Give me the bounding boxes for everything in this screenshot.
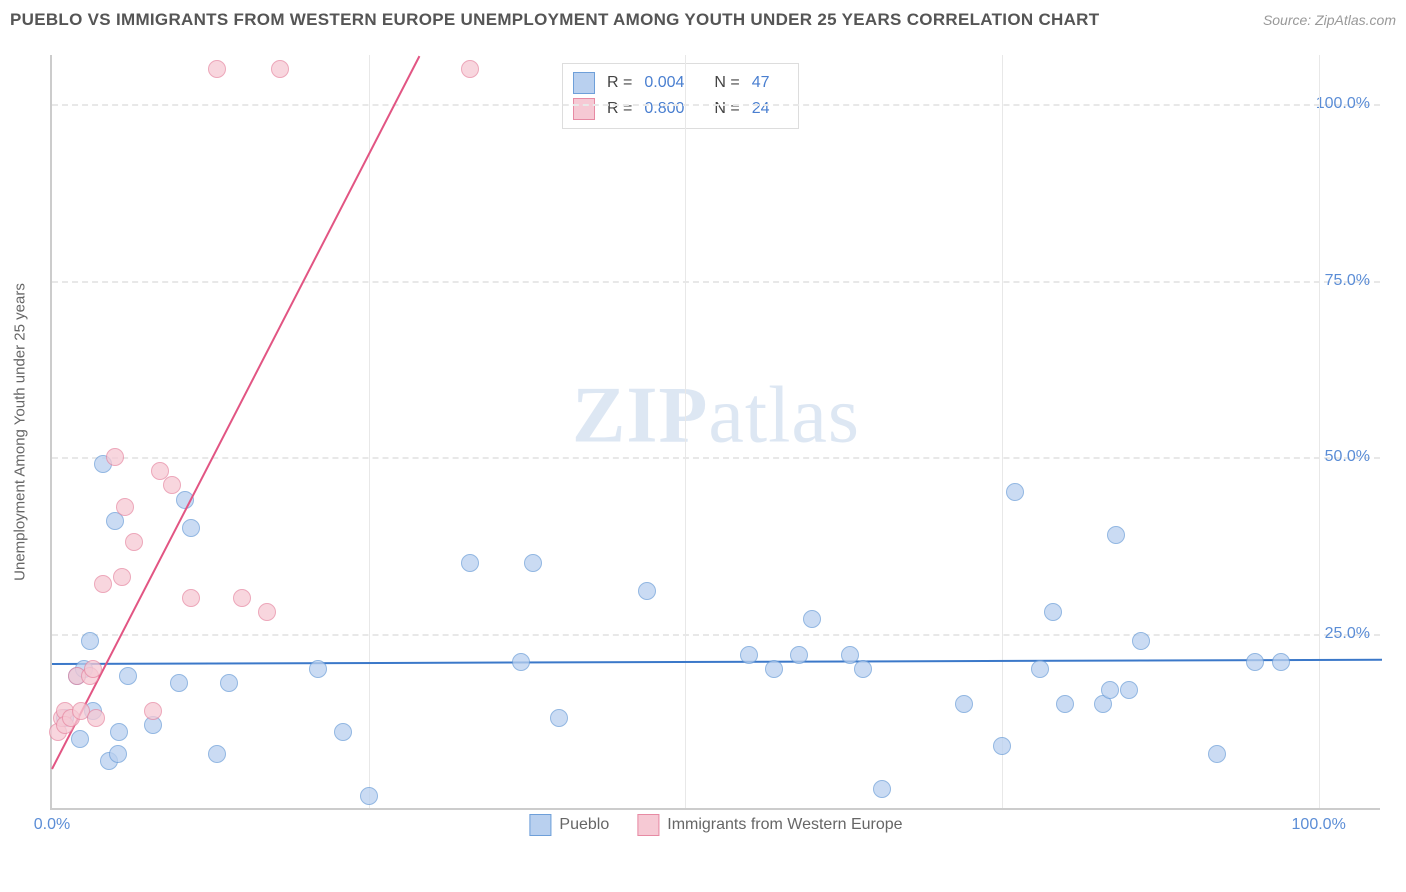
legend-stat-row-immigrants: R =0.800N =24 (573, 96, 788, 122)
y-tick-label: 50.0% (1325, 448, 1370, 466)
data-point-pueblo (1056, 695, 1074, 713)
data-point-pueblo (873, 780, 891, 798)
data-point-pueblo (1044, 603, 1062, 621)
data-point-pueblo (790, 646, 808, 664)
y-tick-label: 25.0% (1325, 625, 1370, 643)
data-point-immigrants (182, 589, 200, 607)
data-point-pueblo (309, 660, 327, 678)
data-point-pueblo (1246, 653, 1264, 671)
legend-label: Immigrants from Western Europe (667, 816, 902, 834)
data-point-immigrants (271, 60, 289, 78)
data-point-immigrants (116, 498, 134, 516)
data-point-pueblo (740, 646, 758, 664)
legend-item-pueblo: Pueblo (529, 814, 609, 836)
data-point-pueblo (71, 730, 89, 748)
x-tick-label: 0.0% (34, 816, 70, 834)
y-axis-label: Unemployment Among Youth under 25 years (12, 283, 29, 581)
data-point-immigrants (461, 60, 479, 78)
chart-title: PUEBLO VS IMMIGRANTS FROM WESTERN EUROPE… (10, 10, 1099, 30)
data-point-pueblo (1132, 632, 1150, 650)
data-point-pueblo (1101, 681, 1119, 699)
gridline-vertical (685, 55, 686, 808)
data-point-pueblo (803, 610, 821, 628)
chart-header: PUEBLO VS IMMIGRANTS FROM WESTERN EUROPE… (0, 0, 1406, 30)
data-point-pueblo (638, 582, 656, 600)
correlation-legend: R =0.004N =47R =0.800N =24 (562, 63, 799, 129)
data-point-immigrants (87, 709, 105, 727)
data-point-pueblo (955, 695, 973, 713)
data-point-pueblo (81, 632, 99, 650)
trend-line-pueblo (52, 659, 1382, 665)
series-legend: Pueblo Immigrants from Western Europe (529, 814, 902, 836)
data-point-pueblo (524, 554, 542, 572)
legend-swatch-icon (529, 814, 551, 836)
gridline-vertical (1319, 55, 1320, 808)
data-point-immigrants (144, 702, 162, 720)
data-point-immigrants (233, 589, 251, 607)
data-point-immigrants (84, 660, 102, 678)
legend-label: Pueblo (559, 816, 609, 834)
data-point-pueblo (182, 519, 200, 537)
data-point-immigrants (125, 533, 143, 551)
gridline-vertical (369, 55, 370, 808)
data-point-pueblo (550, 709, 568, 727)
legend-swatch-icon (573, 72, 595, 94)
data-point-pueblo (170, 674, 188, 692)
data-point-immigrants (208, 60, 226, 78)
data-point-pueblo (512, 653, 530, 671)
y-tick-label: 100.0% (1316, 95, 1370, 113)
data-point-pueblo (208, 745, 226, 763)
data-point-immigrants (258, 603, 276, 621)
legend-swatch-icon (573, 98, 595, 120)
data-point-pueblo (334, 723, 352, 741)
data-point-immigrants (94, 575, 112, 593)
scatter-chart: Unemployment Among Youth under 25 years … (50, 55, 1380, 810)
data-point-pueblo (1208, 745, 1226, 763)
data-point-pueblo (1272, 653, 1290, 671)
legend-stat-row-pueblo: R =0.004N =47 (573, 70, 788, 96)
data-point-immigrants (106, 448, 124, 466)
watermark: ZIPatlas (572, 371, 860, 462)
data-point-pueblo (220, 674, 238, 692)
data-point-pueblo (1107, 526, 1125, 544)
gridline-horizontal (52, 457, 1380, 459)
data-point-pueblo (765, 660, 783, 678)
data-point-pueblo (1031, 660, 1049, 678)
data-point-pueblo (1006, 483, 1024, 501)
data-point-immigrants (113, 568, 131, 586)
chart-source: Source: ZipAtlas.com (1263, 12, 1396, 28)
gridline-vertical (1002, 55, 1003, 808)
gridline-horizontal (52, 634, 1380, 636)
data-point-pueblo (993, 737, 1011, 755)
data-point-pueblo (360, 787, 378, 805)
data-point-pueblo (461, 554, 479, 572)
data-point-pueblo (109, 745, 127, 763)
data-point-pueblo (110, 723, 128, 741)
y-tick-label: 75.0% (1325, 272, 1370, 290)
gridline-horizontal (52, 104, 1380, 106)
legend-swatch-icon (637, 814, 659, 836)
data-point-immigrants (163, 476, 181, 494)
data-point-pueblo (1120, 681, 1138, 699)
gridline-horizontal (52, 281, 1380, 283)
legend-item-immigrants: Immigrants from Western Europe (637, 814, 902, 836)
data-point-pueblo (854, 660, 872, 678)
x-tick-label: 100.0% (1292, 816, 1346, 834)
data-point-pueblo (119, 667, 137, 685)
